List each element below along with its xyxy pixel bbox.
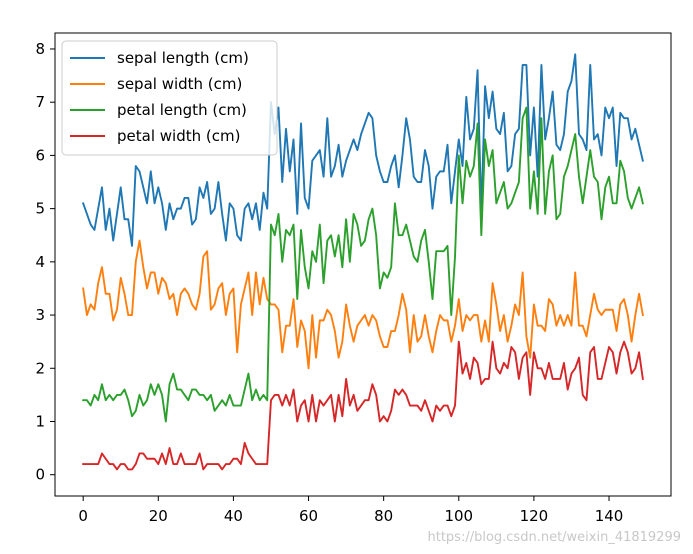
x-tick-label: 0	[78, 507, 88, 525]
legend-label-3: petal length (cm)	[117, 101, 247, 119]
y-tick-label: 1	[35, 412, 45, 430]
series-layer	[81, 53, 644, 471]
y-tick-label: 7	[35, 93, 45, 111]
x-tick-label: 100	[444, 507, 473, 525]
y-tick-label: 5	[35, 200, 45, 218]
x-tick-label: 120	[520, 507, 549, 525]
legend: sepal length (cm) sepal width (cm) petal l…	[61, 40, 278, 156]
legend-box	[61, 40, 278, 156]
y-tick-label: 8	[35, 40, 45, 58]
axes-frame	[54, 32, 672, 497]
y-axis: 0 1 2 3 4 5 6 7 8	[35, 40, 55, 484]
y-tick-label: 3	[35, 306, 45, 324]
legend-label-1: sepal length (cm)	[117, 49, 249, 67]
y-tick-label: 2	[35, 359, 45, 377]
x-tick-label: 60	[299, 507, 318, 525]
series-line-4	[82, 340, 644, 471]
y-tick-label: 4	[35, 253, 45, 271]
legend-label-4: petal width (cm)	[117, 127, 240, 145]
x-tick-label: 80	[374, 507, 393, 525]
axes-spines	[54, 32, 672, 497]
y-tick-label: 6	[35, 146, 45, 164]
x-tick-label: 40	[224, 507, 243, 525]
series-line-2	[82, 239, 644, 370]
x-axis: 0 20 40 60 80 100 120 140	[78, 496, 623, 525]
y-tick-label: 0	[35, 466, 45, 484]
x-tick-label: 140	[595, 507, 624, 525]
watermark-text: https://blog.csdn.net/weixin_41819299	[427, 530, 681, 545]
series-line-1	[81, 53, 644, 247]
series-line-3	[82, 106, 644, 423]
x-tick-label: 20	[149, 507, 168, 525]
legend-label-2: sepal width (cm)	[117, 75, 242, 93]
